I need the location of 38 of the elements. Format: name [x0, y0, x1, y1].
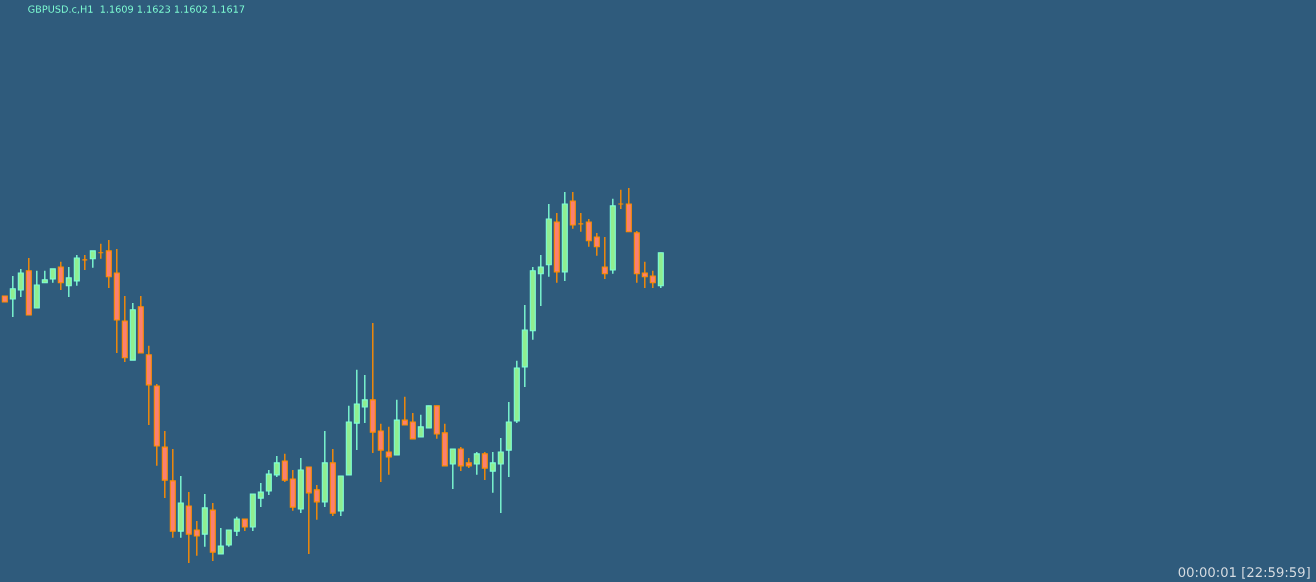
candlestick [577, 212, 584, 233]
text: 00:00:01 [22:59:59] [1178, 566, 1310, 579]
candlestick [265, 469, 272, 496]
candlestick [273, 455, 280, 478]
candlestick [385, 426, 392, 476]
candlestick [585, 218, 592, 248]
candlestick [233, 516, 240, 537]
candlestick [481, 451, 488, 481]
candlestick [57, 261, 64, 291]
candlestick [217, 527, 224, 555]
candlestick [489, 451, 496, 494]
candlestick [353, 369, 360, 451]
candlestick [409, 412, 416, 440]
candlestick [313, 484, 320, 521]
candlestick [449, 448, 456, 490]
candlestick [65, 266, 72, 298]
candlestick [425, 405, 432, 429]
candlestick [601, 236, 608, 280]
candlestick [281, 453, 288, 483]
candlestick [9, 275, 16, 318]
candlestick [569, 191, 576, 230]
candlestick [417, 414, 424, 438]
candlestick [361, 374, 368, 424]
candlestick [641, 261, 648, 289]
candlestick [33, 270, 40, 309]
candlestick [617, 189, 624, 210]
candlestick [497, 437, 504, 514]
candlestick [17, 268, 24, 298]
candlestick [377, 423, 384, 483]
candlestick [537, 254, 544, 307]
candlestick [193, 520, 200, 557]
candlestick [401, 396, 408, 426]
chart-title: GBPUSD.c,H1 1.1609 1.1623 1.1602 1.1617 [28, 5, 245, 14]
candlestick [457, 446, 464, 472]
candlestick [593, 232, 600, 257]
candlestick [257, 482, 264, 508]
candlestick [73, 254, 80, 287]
candlestick [473, 451, 480, 476]
